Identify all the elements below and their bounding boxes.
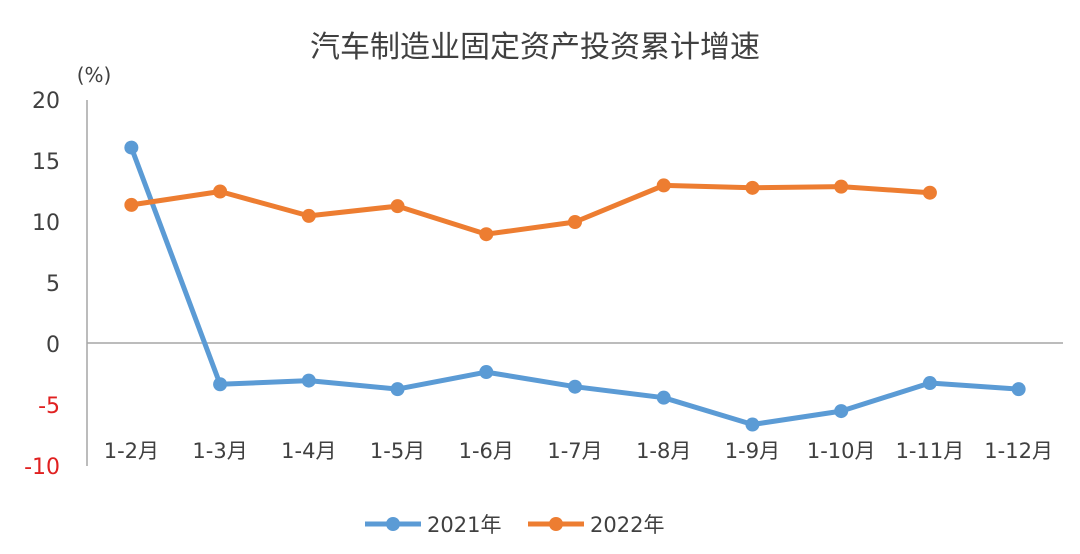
y-tick-label: 5: [46, 272, 60, 297]
data-point: [834, 179, 849, 194]
data-point: [390, 382, 405, 397]
x-tick-label: 1-2月: [104, 439, 159, 463]
legend-marker-2022: [549, 517, 563, 531]
data-point: [301, 208, 316, 223]
data-point: [213, 184, 228, 199]
data-point: [745, 180, 760, 195]
y-unit-label: (%): [77, 63, 112, 87]
y-tick-label: 15: [32, 150, 60, 175]
x-tick-labels: 1-2月 1-3月 1-4月 1-5月 1-6月 1-7月 1-8月 1-9月 1-10月 1-1…: [104, 439, 1053, 463]
x-tick-label: 1-3月: [192, 439, 247, 463]
y-tick-label: -10: [24, 455, 60, 480]
x-tick-label: 1-12月: [984, 439, 1053, 463]
y-tick-label: -5: [38, 394, 60, 419]
x-tick-label: 1-6月: [459, 439, 514, 463]
data-point: [213, 377, 228, 392]
data-point: [479, 365, 494, 380]
data-point: [745, 417, 760, 432]
series-line-1: [128, 182, 933, 237]
data-point: [390, 199, 405, 214]
data-point: [922, 185, 937, 200]
legend-label-2021: 2021年: [427, 513, 501, 537]
x-tick-label: 1-11月: [896, 439, 965, 463]
legend: 2021年 2022年: [365, 513, 664, 537]
chart-title: 汽车制造业固定资产投资累计增速: [310, 30, 760, 65]
legend-label-2022: 2022年: [590, 513, 664, 537]
x-tick-label: 1-10月: [807, 439, 876, 463]
legend-marker-2021: [386, 517, 400, 531]
y-tick-label: 20: [32, 89, 60, 114]
legend-item-2022: 2022年: [528, 513, 664, 537]
x-tick-label: 1-8月: [636, 439, 691, 463]
data-point: [479, 227, 494, 242]
data-point: [656, 178, 671, 193]
y-tick-labels: 20 15 10 5 0 -5 -10: [24, 89, 60, 480]
data-point: [568, 379, 582, 394]
data-point: [568, 215, 582, 229]
data-point: [922, 376, 937, 391]
data-point: [1011, 382, 1026, 397]
x-tick-label: 1-4月: [281, 439, 336, 463]
data-point: [301, 373, 316, 388]
y-tick-label: 0: [46, 333, 60, 358]
x-tick-label: 1-9月: [725, 439, 780, 463]
series-lines: [124, 140, 1026, 432]
x-tick-label: 1-5月: [370, 439, 425, 463]
data-point: [834, 404, 849, 419]
x-tick-label: 1-7月: [547, 439, 602, 463]
data-point: [124, 140, 139, 155]
data-point: [656, 390, 671, 405]
legend-item-2021: 2021年: [365, 513, 501, 537]
y-tick-label: 10: [32, 211, 60, 236]
data-point: [124, 197, 139, 212]
